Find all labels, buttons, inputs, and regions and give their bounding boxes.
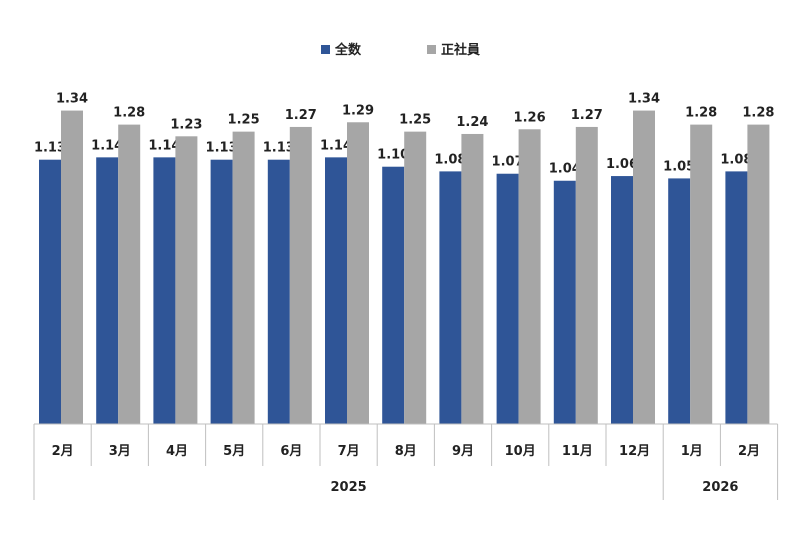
bar-all <box>553 180 576 424</box>
year-group-label: 2025 <box>331 480 367 495</box>
data-label-all: 1.07 <box>492 155 524 170</box>
data-label-regular: 1.26 <box>514 110 546 125</box>
x-tick-label: 2月 <box>52 444 74 459</box>
legend-label-regular: 正社員 <box>441 42 480 58</box>
bar-regular <box>347 122 369 425</box>
data-label-all: 1.08 <box>434 152 466 167</box>
data-label-all: 1.13 <box>206 141 238 156</box>
x-tick-label: 9月 <box>452 444 474 459</box>
bar-regular <box>61 110 83 424</box>
bar-regular <box>289 126 312 425</box>
bar-regular <box>690 124 713 424</box>
data-label-all: 1.08 <box>720 152 752 167</box>
data-label-regular: 1.24 <box>456 115 488 130</box>
bar-regular <box>118 124 141 424</box>
bar-all <box>267 159 290 424</box>
x-tick-label: 6月 <box>280 444 302 459</box>
bar-all <box>439 171 462 424</box>
data-label-regular: 1.28 <box>742 106 774 121</box>
category-axis: 2月 3月 4月 5月 6月 7月 8月 9月 10月 11月 12月 1月 2月 2025 2026 <box>33 423 779 500</box>
bar-all <box>725 171 748 424</box>
x-tick-label: 2月 <box>738 444 760 459</box>
bar-all <box>611 176 633 424</box>
data-label-regular: 1.25 <box>228 113 260 128</box>
year-group-label: 2026 <box>702 480 738 495</box>
data-label-regular: 1.27 <box>285 108 317 123</box>
data-label-regular: 1.23 <box>170 117 202 132</box>
data-label-regular: 1.34 <box>56 92 88 107</box>
x-tick-label: 10月 <box>505 444 536 459</box>
data-label-regular: 1.28 <box>685 106 717 121</box>
data-label-regular: 1.28 <box>113 106 145 121</box>
data-label-all: 1.13 <box>34 141 66 156</box>
bar-regular <box>404 131 427 424</box>
data-label-all: 1.14 <box>148 138 180 153</box>
x-tick-label: 7月 <box>338 444 360 459</box>
bar-all <box>382 166 405 424</box>
bar-all <box>496 173 519 424</box>
data-label-all: 1.14 <box>91 138 123 153</box>
legend-swatch-all <box>321 45 330 54</box>
x-tick-label: 5月 <box>223 444 245 459</box>
bar-all <box>153 157 176 424</box>
data-label-all: 1.05 <box>663 159 695 174</box>
data-label-regular: 1.25 <box>399 113 431 128</box>
bar-regular <box>633 110 655 424</box>
x-tick-label: 4月 <box>166 444 188 459</box>
legend: 全数 正社員 <box>321 42 480 58</box>
x-tick-label: 3月 <box>109 444 131 459</box>
data-label-all: 1.14 <box>320 138 352 153</box>
bar-all <box>96 157 119 424</box>
bar-regular <box>575 126 598 425</box>
plot-area: 1.13 1.14 1.14 1.13 1.13 1.14 1.10 1.08 1.07 1.04… <box>34 92 774 425</box>
data-label-regular: 1.29 <box>342 103 374 118</box>
x-tick-label: 11月 <box>562 444 593 459</box>
legend-label-all: 全数 <box>334 42 362 58</box>
legend-swatch-regular <box>427 45 436 54</box>
bar-regular <box>747 124 770 424</box>
x-tick-label: 8月 <box>395 444 417 459</box>
bar-regular <box>232 131 255 424</box>
data-label-all: 1.06 <box>606 157 638 172</box>
data-label-all: 1.10 <box>377 148 409 163</box>
bar-regular <box>518 129 541 424</box>
bar-all <box>39 159 61 424</box>
x-tick-label: 12月 <box>619 444 650 459</box>
bar-regular <box>461 133 484 425</box>
data-label-regular: 1.27 <box>571 108 603 123</box>
x-tick-label: 1月 <box>681 444 703 459</box>
bar-regular <box>175 136 198 425</box>
data-label-all: 1.04 <box>549 162 581 177</box>
data-label-all: 1.13 <box>263 141 295 156</box>
bar-all <box>668 178 691 424</box>
bar-all <box>210 159 233 424</box>
data-label-regular: 1.34 <box>628 92 660 107</box>
bar-all <box>325 157 347 424</box>
